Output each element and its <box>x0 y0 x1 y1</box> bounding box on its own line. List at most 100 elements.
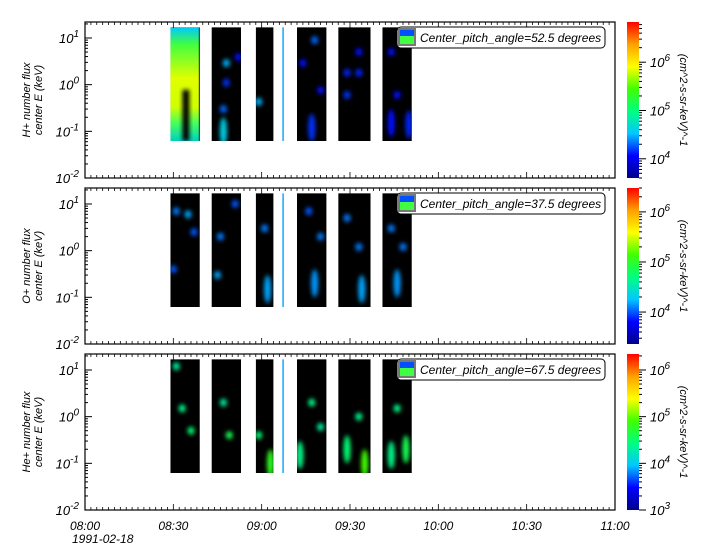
colorbar-label: (cm^2-s-sr-keV)^-1 <box>677 220 689 313</box>
flux-features <box>172 362 410 474</box>
y-tick-label: 101 <box>59 29 79 46</box>
legend-swatch <box>400 202 414 210</box>
colorbar-gradient <box>627 188 639 344</box>
x-tick-label: 09:30 <box>335 519 365 533</box>
flux-gap <box>182 89 190 142</box>
colorbar-tick-exp: 6 <box>664 53 670 64</box>
y-axis-label-line1: He+ number flux <box>21 391 33 473</box>
colorbar-tick-label: 104 <box>650 303 670 320</box>
flux-feature <box>255 97 263 106</box>
y-tick-exp: -2 <box>70 335 79 346</box>
legend: Center_pitch_angle=52.5 degrees <box>396 26 606 49</box>
flux-feature <box>305 207 313 216</box>
colorbar-tick-label: 106 <box>650 53 670 70</box>
y-axis-label-line1: O+ number flux <box>21 228 33 304</box>
y-tick-label: 100 <box>59 242 79 259</box>
colorbar-tick-exp: 3 <box>664 501 670 512</box>
data-region <box>170 27 412 142</box>
y-tick-base: 10 <box>56 503 71 518</box>
data-interval <box>282 193 284 308</box>
colorbar-tick-base: 10 <box>650 456 665 471</box>
flux-feature <box>172 207 180 216</box>
colorbar-tick-label: 105 <box>650 408 670 425</box>
y-tick-label: 100 <box>59 76 79 93</box>
colorbar-tick-exp: 4 <box>664 454 670 465</box>
y-tick-base: 10 <box>59 410 74 425</box>
data-interval <box>282 359 284 474</box>
data-interval <box>338 193 371 308</box>
colorbar-tick-base: 10 <box>650 103 665 118</box>
x-tick-label: 11:00 <box>600 519 629 533</box>
legend-text: Center_pitch_angle=67.5 degrees <box>420 363 601 377</box>
data-region <box>170 359 412 474</box>
flux-feature <box>358 275 366 304</box>
flux-feature <box>387 48 395 57</box>
colorbar-gradient <box>627 354 639 510</box>
y-tick-label: 10-2 <box>56 501 80 518</box>
flux-feature <box>187 426 195 435</box>
y-tick-label: 10-2 <box>56 335 80 352</box>
x-tick-label: 10:30 <box>512 519 542 533</box>
flux-feature <box>308 113 316 142</box>
y-axis-label-line1: H+ number flux <box>21 62 33 137</box>
y-tick-label: 10-1 <box>56 122 79 139</box>
flux-feature <box>231 199 239 208</box>
x-tick-label: 09:00 <box>247 519 277 533</box>
flux-feature <box>170 265 177 274</box>
y-tick-base: 10 <box>59 244 74 259</box>
legend-text: Center_pitch_angle=52.5 degrees <box>420 31 601 45</box>
flux-feature <box>219 117 227 142</box>
flux-feature <box>361 449 369 474</box>
y-tick-exp: 0 <box>73 408 79 419</box>
colorbar-tick-exp: 6 <box>664 203 670 214</box>
y-tick-exp: -1 <box>70 288 79 299</box>
flux-feature <box>184 210 192 219</box>
flux-feature <box>402 435 410 464</box>
y-tick-exp: -1 <box>70 122 79 133</box>
y-axis-label-line2: center E (keV) <box>33 231 45 302</box>
y-tick-label: 100 <box>59 408 79 425</box>
flux-feature <box>343 435 351 464</box>
flux-feature <box>222 59 230 68</box>
flux-feature <box>393 269 401 298</box>
x-tick-label: 10:00 <box>423 519 453 533</box>
flux-feature <box>264 275 272 304</box>
y-tick-label: 101 <box>59 361 79 378</box>
flux-feature <box>387 441 395 470</box>
data-interval <box>170 359 200 474</box>
colorbar-tick-label: 104 <box>650 150 670 167</box>
y-tick-base: 10 <box>59 78 74 93</box>
colorbar-tick-label: 105 <box>650 253 670 270</box>
y-tick-exp: 1 <box>73 29 79 40</box>
legend-box <box>396 26 606 49</box>
flux-feature <box>387 224 395 233</box>
flux-feature <box>225 431 233 440</box>
y-tick-base: 10 <box>56 337 71 352</box>
colorbar-tick-label: 106 <box>650 203 670 220</box>
y-tick-base: 10 <box>56 456 71 471</box>
flux-feature <box>178 404 186 413</box>
flux-feature <box>355 242 363 251</box>
data-interval <box>255 359 274 474</box>
legend-swatch <box>400 362 414 368</box>
colorbar-label: (cm^2-s-sr-keV)^-1 <box>677 386 689 479</box>
y-tick-exp: -2 <box>70 169 79 180</box>
colorbar-tick-label: 106 <box>650 361 670 378</box>
y-tick-exp: -2 <box>70 501 79 512</box>
y-tick-exp: -1 <box>70 454 79 465</box>
flux-feature <box>214 271 221 280</box>
colorbar-tick-exp: 6 <box>664 361 670 372</box>
y-tick-base: 10 <box>59 197 74 212</box>
flux-feature <box>172 362 180 371</box>
flux-features <box>219 36 412 142</box>
flux-feature <box>393 91 401 100</box>
y-tick-exp: 0 <box>73 242 79 253</box>
colorbar-tick-base: 10 <box>650 255 665 270</box>
legend: Center_pitch_angle=67.5 degrees <box>396 358 606 381</box>
colorbar-tick-base: 10 <box>650 503 665 518</box>
flux-feature <box>296 441 304 470</box>
flux-feature <box>399 242 407 251</box>
